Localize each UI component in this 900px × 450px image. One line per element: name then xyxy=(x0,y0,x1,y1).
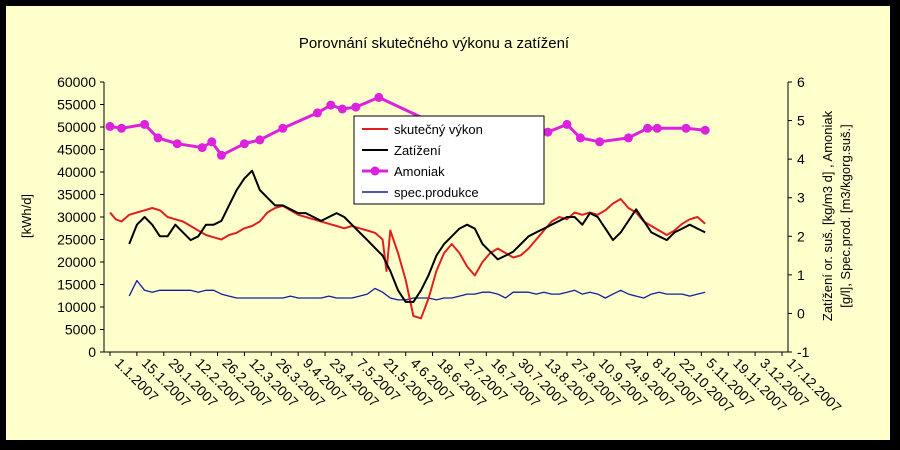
amoniak-point xyxy=(197,143,207,153)
amoniak-point xyxy=(216,150,226,160)
legend: skutečný výkon Zatížení Amoniak spec.pro… xyxy=(353,115,545,205)
legend-label-skutecny-vykon: skutečný výkon xyxy=(394,122,483,137)
y-tick-label-right: 1 xyxy=(797,267,805,283)
amoniak-point xyxy=(681,123,691,133)
y-axis-label-right-line1: Zatížení or. suš. [kg/m3 d] , Amoniak xyxy=(820,110,835,321)
y-tick-label-right: 4 xyxy=(797,151,805,167)
y-tick-label-left: 0 xyxy=(88,344,96,360)
y-axis-label-right-line2: [g/l], Spec.prod. [m3/kgorg.suš.] xyxy=(838,124,853,308)
amoniak-point xyxy=(172,139,182,149)
amoniak-point xyxy=(652,123,662,133)
amoniak-point xyxy=(239,139,249,149)
amoniak-point xyxy=(575,133,585,143)
y-tick-label-left: 60000 xyxy=(57,74,96,90)
y-tick-label-right: 6 xyxy=(797,74,805,90)
amoniak-point xyxy=(278,123,288,133)
legend-label-zatizeni: Zatížení xyxy=(394,143,441,158)
amoniak-point xyxy=(374,92,384,102)
y-tick-label-left: 50000 xyxy=(57,119,96,135)
legend-label-spec-produkce: spec.produkce xyxy=(394,185,479,200)
series-layer xyxy=(105,92,710,320)
y-tick-label-left: 25000 xyxy=(57,232,96,248)
amoniak-point xyxy=(140,119,150,129)
legend-box xyxy=(353,115,545,205)
y-tick-label-left: 15000 xyxy=(57,277,96,293)
y-ticks-left: 6000055000500004500040000350003000025000… xyxy=(57,74,104,360)
y-ticks-right: 6 5 4 3 2 1 0 -1 xyxy=(788,74,810,360)
legend-marker-amoniak xyxy=(370,166,380,176)
amoniak-point xyxy=(312,108,322,118)
y-tick-label-left: 5000 xyxy=(65,322,96,338)
y-tick-label-left: 45000 xyxy=(57,142,96,158)
amoniak-point xyxy=(543,127,553,137)
series-line-skutecny-vykon xyxy=(109,198,706,320)
y-tick-label-right: 5 xyxy=(797,113,805,129)
y-tick-label-left: 10000 xyxy=(57,299,96,315)
amoniak-point xyxy=(700,125,710,135)
chart-title: Porovnání skutečného výkonu a zatížení xyxy=(299,35,570,52)
amoniak-point xyxy=(623,133,633,143)
y-tick-label-right: -1 xyxy=(797,344,810,360)
y-tick-label-right: 2 xyxy=(797,228,805,244)
y-tick-label-left: 55000 xyxy=(57,97,96,113)
y-tick-label-left: 20000 xyxy=(57,254,96,270)
amoniak-point xyxy=(117,123,126,133)
y-tick-label-left: 35000 xyxy=(57,187,96,203)
chart: Porovnání skutečného výkonu a zatížení 6… xyxy=(19,35,853,416)
y-axis-label-left: [kWh/d] xyxy=(19,194,34,238)
chart-frame: Porovnání skutečného výkonu a zatížení 6… xyxy=(4,4,892,442)
x-ticks: 1.1.200715.1.200729.1.200712.2.200726.2.… xyxy=(109,352,845,416)
amoniak-point xyxy=(595,137,605,147)
y-tick-label-right: 0 xyxy=(797,305,805,321)
legend-label-amoniak: Amoniak xyxy=(394,164,445,179)
amoniak-point xyxy=(326,100,336,110)
series-line-zatizeni xyxy=(128,169,706,303)
amoniak-point xyxy=(153,133,163,143)
amoniak-point xyxy=(351,102,361,112)
y-tick-label-left: 30000 xyxy=(57,209,96,225)
amoniak-point xyxy=(562,119,572,129)
amoniak-point xyxy=(337,104,347,114)
y-tick-label-left: 40000 xyxy=(57,164,96,180)
amoniak-point xyxy=(643,123,653,133)
series-line-spec-produkce xyxy=(128,279,706,301)
amoniak-point xyxy=(105,121,115,131)
amoniak-point xyxy=(207,137,217,147)
y-tick-label-right: 3 xyxy=(797,190,805,206)
amoniak-point xyxy=(255,135,265,145)
